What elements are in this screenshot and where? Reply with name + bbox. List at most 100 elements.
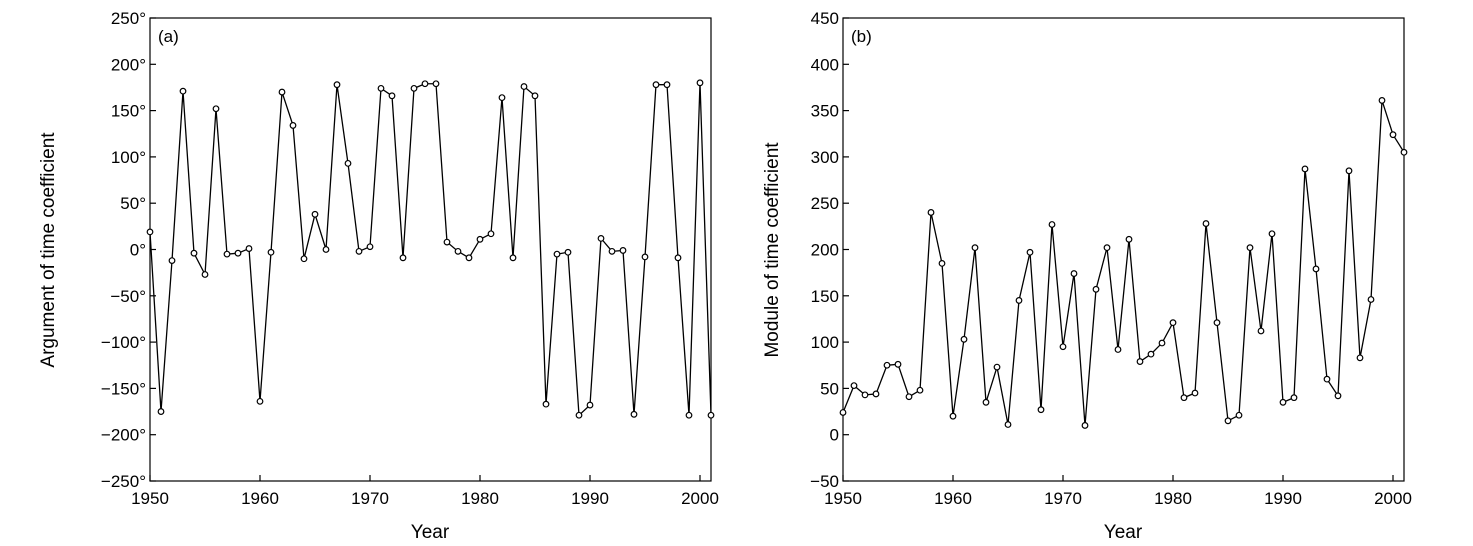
y-tick-label-b: 200 — [811, 241, 839, 260]
data-point-b — [861, 391, 869, 399]
data-point-b — [1180, 394, 1188, 402]
data-point-a — [542, 400, 550, 408]
data-point-a — [498, 94, 506, 102]
data-point-a — [289, 122, 297, 129]
chart-panel-a: −250° −200° −150° −100° −50° 0° 50° 100° 150° 200… — [38, 9, 719, 543]
x-axis-label-a: Year — [411, 522, 450, 543]
y-tick-label-b: 250 — [811, 194, 839, 213]
series-line-b — [842, 100, 1405, 426]
data-point-b — [1235, 411, 1243, 419]
data-point-a — [399, 254, 407, 262]
ticks-a: −250° −200° −150° −100° −50° 0° 50° 100° 150° 200… — [101, 9, 719, 508]
x-tick-label-b: 1970 — [1044, 489, 1082, 508]
data-point-b — [993, 363, 1001, 371]
data-point-a — [630, 410, 638, 418]
data-point-b — [982, 398, 990, 406]
data-point-b — [916, 386, 924, 394]
data-point-b — [1301, 165, 1309, 173]
data-point-a — [267, 248, 275, 256]
data-point-b — [1323, 375, 1331, 383]
x-tick-label-a: 1970 — [351, 489, 389, 508]
series-b — [839, 97, 1408, 429]
data-point-a — [146, 228, 154, 236]
y-tick-label-a: 0° — [130, 241, 146, 260]
data-point-b — [1312, 265, 1320, 273]
data-point-a — [476, 235, 484, 243]
data-point-a — [597, 234, 605, 242]
y-axis-label-b: Module of time coefficient — [762, 142, 783, 358]
data-point-b — [1114, 346, 1122, 353]
y-tick-label-b: 400 — [811, 55, 839, 74]
panel-label-b: (b) — [851, 27, 872, 46]
data-point-a — [256, 397, 264, 405]
data-point-b — [1257, 327, 1265, 335]
panel-label-a: (a) — [158, 27, 179, 46]
x-tick-label-a: 1990 — [571, 489, 609, 508]
data-point-b — [894, 360, 902, 368]
data-point-b — [1015, 297, 1023, 304]
data-point-a — [520, 83, 528, 90]
data-point-b — [1202, 220, 1210, 227]
data-point-a — [157, 408, 165, 415]
data-point-b — [1367, 296, 1375, 303]
data-point-b — [927, 209, 935, 216]
data-point-b — [1070, 270, 1078, 277]
data-point-a — [443, 238, 451, 246]
data-point-b — [872, 390, 880, 398]
y-tick-label-a: −250° — [101, 472, 146, 491]
y-tick-label-b: 350 — [811, 102, 839, 121]
data-point-a — [685, 411, 693, 419]
data-point-b — [1158, 339, 1166, 347]
plot-frame-b — [842, 17, 1405, 482]
y-tick-label-b: 300 — [811, 148, 839, 167]
data-point-a — [564, 248, 572, 256]
data-point-b — [1092, 285, 1100, 293]
data-point-a — [223, 250, 231, 258]
data-point-b — [1279, 398, 1287, 406]
data-point-b — [1268, 230, 1276, 238]
data-point-a — [190, 249, 198, 257]
x-tick-label-a: 1960 — [241, 489, 279, 508]
x-tick-label-b: 1960 — [934, 489, 972, 508]
data-point-a — [696, 79, 704, 87]
data-point-a — [531, 92, 539, 100]
data-point-b — [1356, 354, 1364, 362]
data-point-b — [1037, 406, 1045, 414]
data-point-b — [850, 382, 858, 390]
data-point-b — [1026, 248, 1034, 256]
data-point-a — [707, 411, 715, 419]
data-point-b — [905, 393, 913, 401]
plot-frame-a — [149, 17, 712, 482]
data-point-b — [1224, 417, 1232, 425]
data-point-b — [1400, 148, 1408, 156]
data-point-b — [1246, 244, 1254, 252]
data-point-a — [245, 245, 253, 252]
data-point-a — [322, 246, 330, 253]
x-tick-label-a: 1950 — [131, 489, 169, 508]
data-point-a — [586, 401, 594, 409]
data-point-a — [465, 254, 473, 262]
ticks-b: −50 0 50 100 150 200 250 300 350 400 450 1950 1960 19… — [810, 9, 1412, 508]
y-tick-label-a: −50° — [110, 287, 146, 306]
data-point-a — [179, 87, 187, 95]
data-point-b — [1136, 358, 1144, 365]
x-tick-label-a: 2000 — [681, 489, 719, 508]
data-point-a — [663, 81, 671, 89]
y-tick-label-b: 50 — [820, 379, 839, 398]
x-tick-label-a: 1980 — [461, 489, 499, 508]
data-point-a — [168, 257, 176, 265]
y-tick-label-a: 250° — [111, 9, 146, 28]
data-point-b — [1345, 167, 1353, 175]
x-tick-label-b: 1990 — [1264, 489, 1302, 508]
y-tick-label-b: 100 — [811, 333, 839, 352]
data-point-b — [839, 409, 847, 416]
y-tick-label-a: 200° — [111, 55, 146, 74]
data-point-a — [388, 92, 396, 100]
data-point-b — [1290, 394, 1298, 402]
y-tick-label-a: 150° — [111, 102, 146, 121]
data-point-a — [300, 255, 308, 263]
y-tick-label-b: 450 — [811, 9, 839, 28]
data-point-a — [454, 247, 462, 255]
data-point-a — [333, 81, 341, 89]
